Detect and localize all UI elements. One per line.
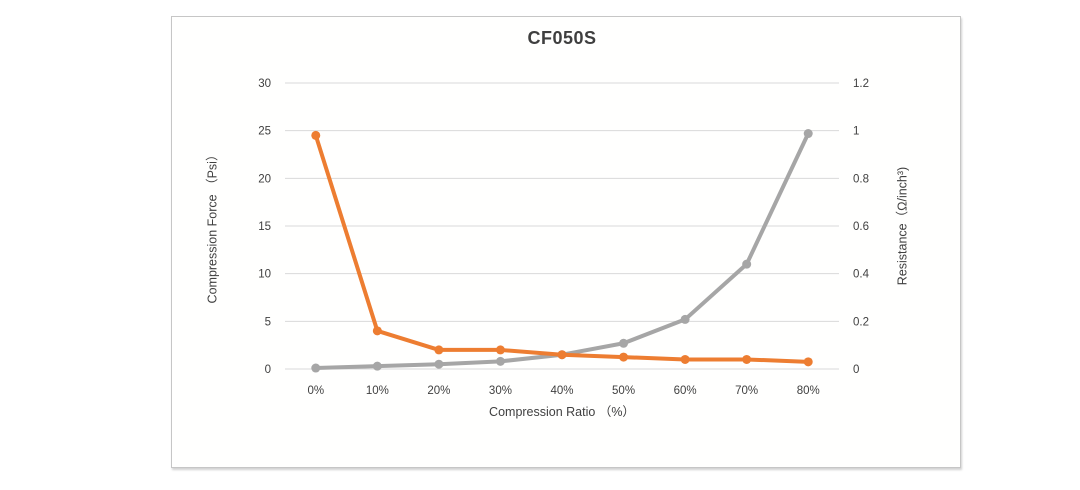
data-point — [803, 129, 813, 139]
data-point — [495, 345, 505, 355]
data-point — [372, 326, 382, 336]
y-right-tick-label: 1.2 — [853, 78, 869, 90]
y-left-tick-label: 25 — [258, 126, 271, 138]
y-right-tick-label: 0.2 — [853, 316, 869, 328]
x-tick-label: 20% — [427, 385, 450, 397]
y-right-tick-label: 0.6 — [853, 221, 869, 233]
data-point — [557, 350, 567, 360]
y-right-tick-label: 1 — [853, 126, 859, 138]
x-tick-label: 0% — [307, 385, 324, 397]
data-point — [619, 352, 629, 362]
y-left-tick-label: 0 — [265, 364, 271, 376]
y-left-tick-label: 5 — [265, 316, 271, 328]
x-tick-label: 30% — [489, 385, 512, 397]
x-axis-title: Compression Ratio （%） — [489, 405, 635, 419]
y-left-tick-label: 30 — [258, 78, 271, 90]
data-point — [495, 356, 505, 366]
y-right-tick-label: 0 — [853, 364, 859, 376]
data-point — [742, 259, 752, 269]
y-right-tick-label: 0.8 — [853, 173, 869, 185]
y-left-tick-label: 10 — [258, 269, 271, 281]
data-point — [372, 361, 382, 371]
chart-title: CF050S — [527, 28, 597, 48]
y-left-tick-label: 15 — [258, 221, 271, 233]
y-left-tick-label: 20 — [258, 173, 271, 185]
x-tick-label: 60% — [674, 385, 697, 397]
data-point — [680, 354, 690, 364]
x-tick-label: 80% — [797, 385, 820, 397]
data-point — [434, 345, 444, 355]
data-point — [803, 357, 813, 367]
data-point — [742, 354, 752, 364]
data-point — [311, 363, 321, 373]
data-point — [434, 359, 444, 369]
data-point — [680, 314, 690, 324]
series-line-1 — [313, 133, 811, 364]
x-tick-label: 40% — [550, 385, 573, 397]
line-chart: 0 0 5 0.2 10 0.4 15 0.6 20 0.8 25 1 30 1.2 0% 10% 20% 30%… — [258, 78, 870, 397]
x-tick-label: 70% — [735, 385, 758, 397]
x-tick-label: 50% — [612, 385, 635, 397]
y-right-tick-label: 0.4 — [853, 269, 870, 281]
data-point — [311, 130, 321, 140]
x-tick-label: 10% — [366, 385, 389, 397]
data-point — [619, 338, 629, 348]
chart-panel: CF050S Compression Force （Psi） Resistanc… — [171, 16, 961, 468]
